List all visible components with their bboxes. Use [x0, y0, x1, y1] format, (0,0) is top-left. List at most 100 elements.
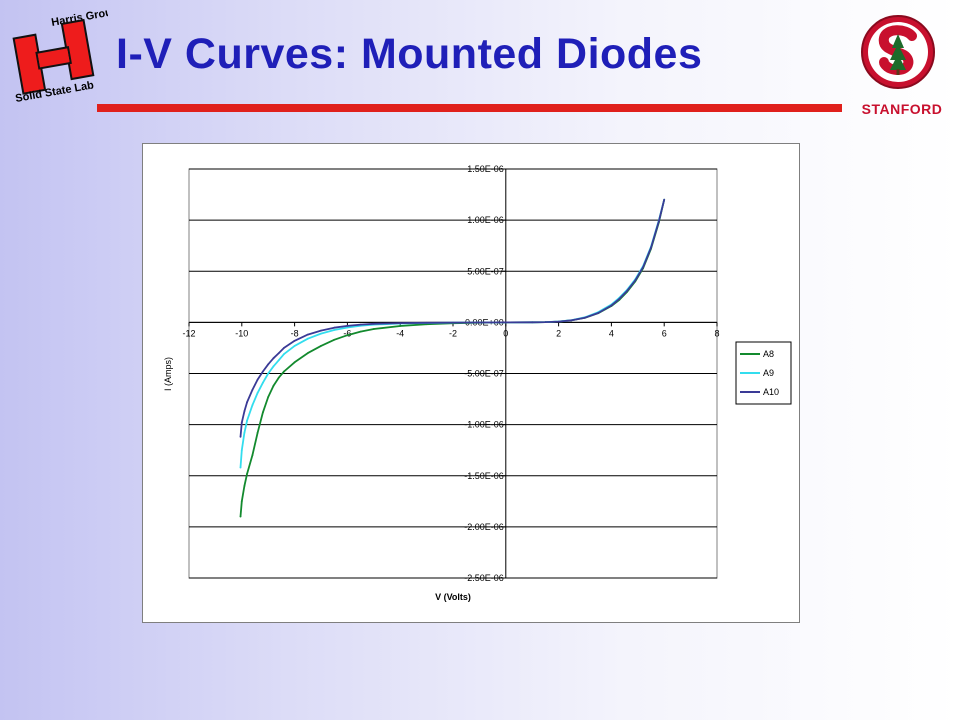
y-tick-label: 1.00E-06	[467, 215, 504, 225]
y-tick-label: -5.00E-07	[464, 369, 504, 379]
slide-title: I-V Curves: Mounted Diodes	[116, 30, 703, 78]
legend-label-a10: A10	[763, 387, 779, 397]
data-point-a10	[504, 321, 507, 324]
data-point-a9	[306, 337, 309, 340]
y-tick-label: -1.50E-06	[464, 471, 504, 481]
legend-box	[735, 341, 792, 405]
x-tick-label: -10	[235, 328, 248, 338]
x-tick-label: 8	[714, 328, 719, 338]
data-point-a8	[240, 500, 243, 503]
data-point-a8	[262, 411, 264, 414]
data-point-a10	[267, 363, 270, 366]
data-point-a10	[663, 198, 666, 201]
data-point-a9	[256, 392, 259, 394]
y-tick-label: -2.50E-06	[464, 573, 504, 583]
x-tick-label: -8	[291, 328, 299, 338]
data-point-a8	[306, 352, 309, 354]
data-point-a9	[262, 381, 264, 384]
x-tick-label: -12	[182, 328, 195, 338]
data-point-a8	[256, 431, 259, 434]
y-tick-label: -1.00E-06	[464, 420, 504, 430]
data-point-a10	[531, 321, 534, 324]
data-point-a10	[425, 321, 428, 324]
data-point-a10	[262, 370, 264, 373]
data-point-a8	[251, 454, 254, 457]
data-point-a10	[642, 266, 644, 269]
data-point-a9	[346, 326, 349, 329]
chart-legend: A8 A9 A10	[735, 341, 792, 405]
y-tick-label: 1.50E-06	[467, 164, 504, 174]
data-point-a10	[626, 289, 629, 292]
x-tick-label: 6	[662, 328, 667, 338]
data-point-a8	[372, 328, 375, 330]
data-point-a10	[283, 347, 285, 349]
data-point-a8	[267, 396, 270, 398]
data-point-a10	[544, 321, 547, 323]
data-point-a10	[293, 339, 296, 342]
data-point-a8	[283, 370, 285, 373]
data-point-a10	[246, 401, 248, 403]
x-tick-label: -4	[396, 328, 404, 338]
data-point-a9	[333, 329, 336, 331]
data-point-a10	[277, 352, 280, 354]
data-point-a10	[399, 322, 402, 324]
data-point-a10	[610, 304, 613, 307]
harris-h-icon	[12, 18, 95, 95]
data-point-a10	[306, 333, 309, 336]
stanford-s-tree-icon	[861, 15, 935, 89]
data-point-a8	[293, 361, 296, 364]
y-tick-label: 5.00E-07	[467, 266, 504, 276]
iv-chart-svg: -12 -10 -8 -6 -4 -2 0 2 4 6 8 1.50E-06 1.00E-06 5.00E…	[163, 164, 792, 602]
x-tick-label: -6	[343, 328, 351, 338]
title-underline-rule	[97, 104, 842, 112]
data-point-a9	[320, 332, 322, 335]
y-tick-label: -2.00E-06	[464, 522, 504, 532]
y-axis-title: I (Amps)	[163, 357, 173, 391]
data-point-a9	[251, 404, 254, 407]
data-point-a8	[333, 338, 336, 341]
data-point-a10	[478, 321, 481, 324]
data-point-a8	[346, 334, 349, 337]
data-point-a10	[243, 410, 246, 413]
data-point-a10	[320, 329, 322, 332]
legend-label-a9: A9	[763, 368, 774, 378]
data-point-a10	[359, 323, 362, 326]
data-point-a10	[256, 378, 259, 381]
data-point-a10	[452, 321, 454, 324]
data-point-a8	[359, 330, 362, 333]
data-point-a8	[399, 325, 402, 327]
data-point-a10	[346, 325, 349, 327]
data-point-a9	[246, 419, 248, 422]
x-tick-label: 2	[556, 328, 561, 338]
x-tick-label: -2	[449, 328, 457, 338]
data-point-a10	[650, 246, 652, 249]
legend-label-a8: A8	[763, 349, 774, 359]
data-point-a10	[333, 326, 336, 329]
data-point-a10	[239, 436, 242, 438]
data-point-a8	[272, 384, 275, 387]
x-tick-label: 0	[503, 328, 508, 338]
iv-chart: -12 -10 -8 -6 -4 -2 0 2 4 6 8 1.50E-06 1.00E-06 5.00E…	[142, 143, 800, 623]
harris-group-logo: Harris Group Solid State Lab	[12, 10, 108, 105]
data-point-a8	[277, 376, 280, 379]
data-point-a10	[634, 279, 637, 282]
data-point-a10	[658, 220, 660, 222]
data-point-a10	[240, 421, 243, 424]
x-axis-title: V (Volts)	[435, 592, 471, 602]
data-point-a10	[372, 322, 375, 325]
data-point-a10	[251, 389, 254, 391]
data-point-a9	[293, 345, 296, 347]
data-point-a9	[283, 353, 285, 355]
data-point-a8	[243, 485, 246, 487]
data-point-a8	[320, 345, 322, 347]
data-point-a9	[243, 431, 246, 434]
data-point-a10	[272, 357, 275, 360]
data-point-a10	[597, 312, 600, 314]
data-point-a10	[584, 316, 586, 319]
x-tick-label: 4	[609, 328, 614, 338]
data-point-a8	[246, 472, 248, 475]
data-point-a10	[557, 320, 560, 323]
data-point-a9	[267, 372, 270, 375]
data-point-a9	[239, 466, 242, 469]
data-point-a10	[618, 298, 621, 300]
